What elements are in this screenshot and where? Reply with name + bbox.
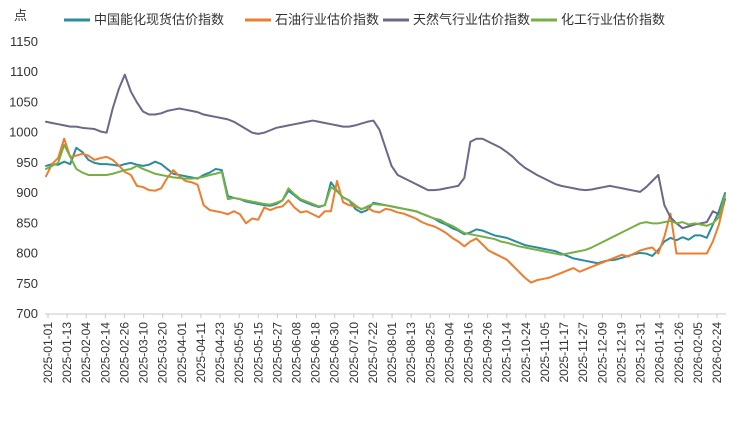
x-tick-label: 2025-12-19 — [614, 322, 628, 384]
x-tick-label: 2025-02-04 — [79, 322, 93, 384]
y-tick-label: 750 — [16, 276, 38, 291]
x-tick-label: 2025-06-08 — [289, 322, 303, 384]
x-tick-label: 2025-08-25 — [423, 322, 437, 384]
x-tick-label: 2025-08-13 — [404, 322, 418, 384]
series-line-3 — [45, 73, 726, 230]
y-tick-label: 1000 — [9, 125, 38, 140]
legend-label-2: 石油行业估价指数 — [275, 12, 379, 27]
x-axis: 2025-01-01 2025-01-13 2025-02-04 2025-02-14… — [41, 313, 726, 384]
y-axis: 700 750 800 850 900 950 1000 1050 1100 1150 — [9, 34, 38, 321]
x-tick-label: 2025-12-09 — [595, 322, 609, 384]
x-tick-label: 2025-02-14 — [98, 322, 112, 384]
y-tick-label: 1100 — [10, 64, 38, 79]
legend-label-4: 化工行业估价指数 — [561, 12, 665, 27]
x-tick-label: 2026-02-24 — [710, 322, 724, 384]
y-tick-label: 800 — [16, 246, 38, 261]
y-tick-label: 700 — [16, 306, 38, 321]
x-tick-label: 2025-12-31 — [634, 322, 648, 384]
x-tick-label: 2025-04-11 — [194, 322, 208, 383]
series-line-4 — [45, 143, 726, 256]
y-tick-label: 1150 — [10, 34, 38, 49]
y-unit-label: 点 — [14, 8, 27, 23]
x-tick-label: 2025-07-22 — [366, 322, 380, 384]
x-tick-label: 2025-03-20 — [156, 322, 170, 384]
x-tick-label: 2025-01-13 — [60, 322, 74, 384]
x-tick-label: 2025-05-15 — [251, 322, 265, 384]
x-tick-label: 2025-11-05 — [538, 322, 552, 383]
y-tick-label: 850 — [16, 215, 38, 230]
x-tick-label: 2026-01-14 — [653, 322, 667, 384]
x-tick-label: 2025-09-04 — [442, 322, 456, 384]
x-tick-label: 2025-04-23 — [213, 322, 227, 384]
x-tick-label: 2025-01-01 — [41, 322, 55, 384]
legend: 中国能化现货估价指数 石油行业估价指数 天然气行业估价指数 化工行业估价指数 — [64, 12, 665, 27]
x-tick-label: 2026-01-26 — [672, 322, 686, 384]
x-tick-label: 2025-09-26 — [481, 322, 495, 384]
x-tick-label: 2025-11-27 — [576, 322, 590, 383]
legend-label-1: 中国能化现货估价指数 — [94, 12, 224, 27]
x-tick-label: 2026-02-05 — [691, 322, 705, 384]
x-tick-label: 2025-09-16 — [462, 322, 476, 384]
x-tick-label: 2025-10-24 — [519, 322, 533, 384]
x-tick-label: 2025-11-17 — [557, 322, 571, 383]
x-tick-label: 2025-02-26 — [117, 322, 131, 384]
y-tick-label: 950 — [16, 155, 38, 170]
x-tick-label: 2025-03-10 — [137, 322, 151, 384]
y-tick-label: 1050 — [9, 94, 38, 109]
x-tick-label: 2025-07-10 — [347, 322, 361, 384]
y-tick-label: 900 — [16, 185, 38, 200]
x-tick-label: 2025-06-30 — [328, 322, 342, 384]
x-tick-label: 2025-04-01 — [175, 322, 189, 384]
x-tick-label: 2025-05-27 — [270, 322, 284, 384]
x-tick-label: 2025-06-18 — [309, 322, 323, 384]
x-tick-label: 2025-08-01 — [385, 322, 399, 384]
x-tick-label: 2025-10-14 — [500, 322, 514, 384]
series-line-2 — [45, 137, 726, 284]
x-tick-label: 2025-05-05 — [232, 322, 246, 384]
series-group — [45, 73, 726, 284]
legend-label-3: 天然气行业估价指数 — [413, 12, 530, 27]
